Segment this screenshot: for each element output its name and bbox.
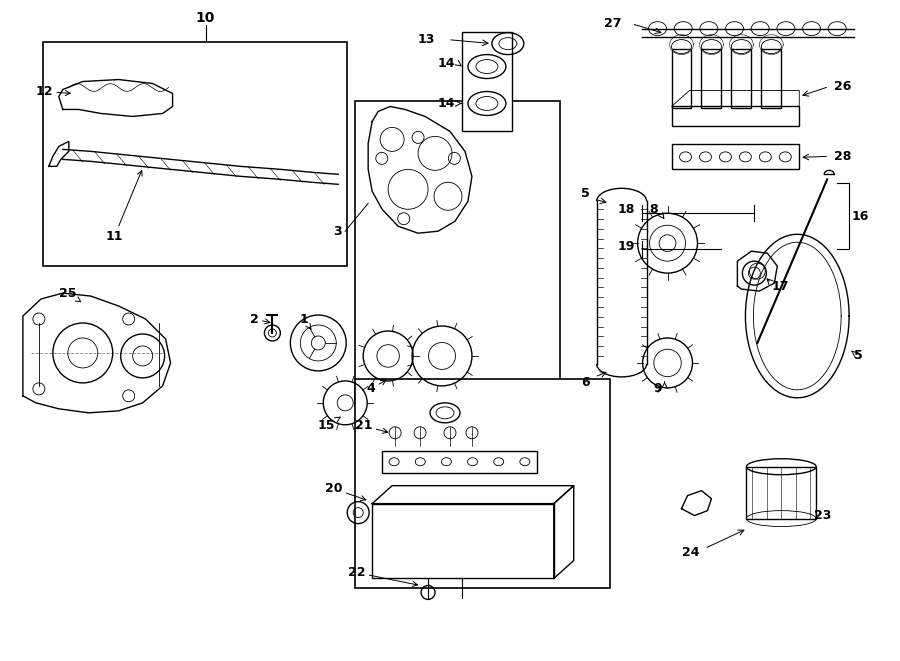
Text: 25: 25 xyxy=(58,287,81,301)
Text: 3: 3 xyxy=(334,225,342,238)
Text: 14: 14 xyxy=(437,97,455,110)
Text: 19: 19 xyxy=(617,240,634,253)
Text: 10: 10 xyxy=(196,11,215,24)
Text: 16: 16 xyxy=(851,210,868,223)
Text: 17: 17 xyxy=(771,280,788,293)
Text: 11: 11 xyxy=(105,171,142,243)
Bar xyxy=(671,49,691,108)
Bar xyxy=(43,42,347,266)
Text: 24: 24 xyxy=(681,546,699,559)
Text: 21: 21 xyxy=(355,419,388,434)
Text: 5: 5 xyxy=(854,350,863,362)
Polygon shape xyxy=(737,251,778,291)
Bar xyxy=(462,32,512,132)
Bar xyxy=(701,49,722,108)
Text: 18: 18 xyxy=(617,203,634,215)
Text: 1: 1 xyxy=(300,313,311,329)
Text: 2: 2 xyxy=(249,313,270,325)
Text: 22: 22 xyxy=(347,566,418,586)
Text: 9: 9 xyxy=(652,382,662,395)
Bar xyxy=(732,49,752,108)
Text: 12: 12 xyxy=(35,85,70,98)
Text: 26: 26 xyxy=(834,80,851,93)
Text: 20: 20 xyxy=(325,482,365,500)
Text: 23: 23 xyxy=(814,509,832,522)
Polygon shape xyxy=(49,141,68,167)
Bar xyxy=(761,49,781,108)
Text: 7: 7 xyxy=(781,260,790,272)
Bar xyxy=(671,144,799,169)
Bar xyxy=(382,451,536,473)
Text: 27: 27 xyxy=(604,17,622,30)
Bar xyxy=(671,106,799,126)
Polygon shape xyxy=(22,293,171,413)
Text: 4: 4 xyxy=(366,380,386,395)
Bar xyxy=(356,102,560,406)
Polygon shape xyxy=(368,106,472,233)
Polygon shape xyxy=(681,490,711,516)
Text: 14: 14 xyxy=(437,57,455,70)
Polygon shape xyxy=(745,234,850,398)
Text: 13: 13 xyxy=(418,33,435,46)
Text: 15: 15 xyxy=(318,417,340,432)
Text: 5: 5 xyxy=(581,187,590,200)
Text: 28: 28 xyxy=(834,150,851,163)
Bar xyxy=(373,504,554,578)
Bar xyxy=(356,379,609,588)
Text: 6: 6 xyxy=(581,376,590,389)
Bar xyxy=(746,467,816,519)
Text: 8: 8 xyxy=(649,203,658,215)
